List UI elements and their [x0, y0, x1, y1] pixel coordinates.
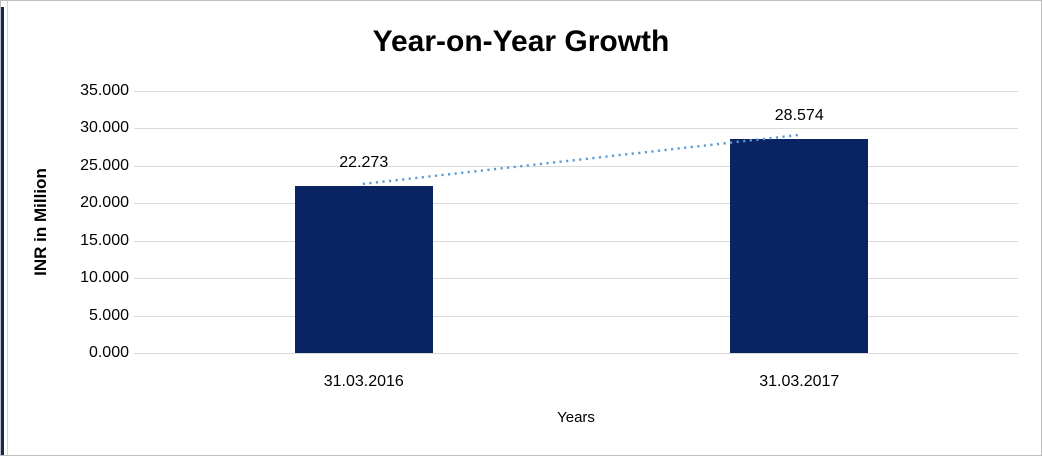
y-tick-label: 25.000	[80, 156, 129, 174]
gridline	[134, 278, 1018, 279]
gridline	[134, 315, 1018, 317]
y-tick-label: 20.000	[80, 194, 129, 211]
x-category-label: 31.03.2016	[323, 373, 404, 390]
gridline	[134, 165, 1018, 167]
bar[interactable]	[294, 185, 433, 353]
data-label: 22.273	[339, 153, 389, 171]
y-tick-label: 35.000	[80, 81, 129, 99]
chart-title: Year-on-Year Growth	[372, 25, 670, 58]
y-tick-label: 5.000	[88, 306, 129, 324]
gridline	[134, 128, 1018, 129]
y-tick-label: 0.000	[88, 344, 129, 361]
gridline	[134, 240, 1018, 242]
x-axis-title: Years	[557, 409, 595, 426]
y-tick-label: 30.000	[80, 119, 129, 136]
x-category-label: 31.03.2017	[759, 373, 840, 390]
y-axis-title: INR in Million	[31, 168, 50, 276]
window-left-edge	[1, 7, 4, 455]
bar[interactable]	[730, 138, 869, 353]
chart-border-line	[7, 1, 8, 455]
gridline	[134, 203, 1018, 204]
y-tick-label: 10.000	[80, 269, 129, 286]
gridline	[134, 353, 1018, 354]
y-tick-label: 15.000	[80, 231, 129, 249]
gridline	[134, 90, 1018, 92]
data-label: 28.574	[774, 106, 824, 124]
